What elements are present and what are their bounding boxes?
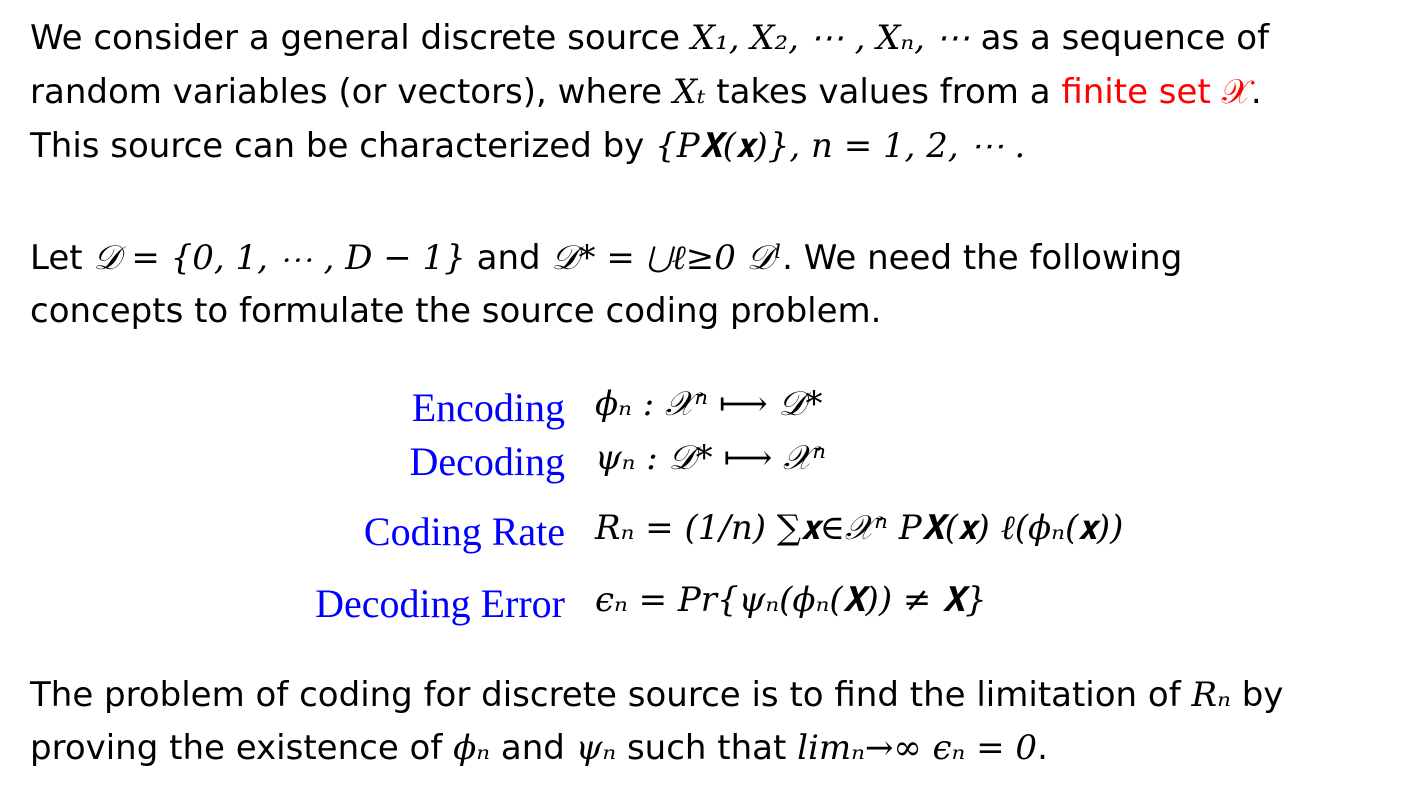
definition-formula: Rₙ = (1/n) ∑𝐱∈𝒳ⁿ P𝐗(𝐱) ℓ(ϕₙ(𝐱)): [595, 508, 1124, 548]
definition-formula: ϵₙ = Pr{ψₙ(ϕₙ(𝐗)) ≠ 𝐗}: [595, 580, 987, 620]
definition-row: Encoding ϕₙ : 𝒳ⁿ ⟼ 𝒟*: [0, 384, 1419, 434]
paragraph1-line2: random variables (or vectors), where Xₜ …: [30, 72, 1262, 112]
math-xt: Xₜ: [672, 72, 706, 112]
paragraph1-line1: We consider a general discrete source X₁…: [30, 18, 1269, 58]
text: The problem of coding for discrete sourc…: [30, 675, 1192, 715]
paragraph3-line1: The problem of coding for discrete sourc…: [30, 675, 1283, 715]
definition-label: Coding Rate: [363, 509, 565, 554]
paragraph2-line1: Let 𝒟 = {0, 1, ⋯ , D − 1} and 𝒟* = ⋃ℓ≥0 …: [30, 238, 1182, 278]
math-limit: limₙ→∞ ϵₙ = 0: [797, 728, 1038, 768]
highlight-finite-set: finite set 𝒳: [1061, 72, 1251, 112]
text: Let: [30, 238, 94, 278]
text: concepts to formulate the source coding …: [30, 291, 882, 331]
definition-row: Decoding ψₙ : 𝒟* ⟼ 𝒳ⁿ: [0, 438, 1419, 488]
text: We consider a general discrete source: [30, 18, 691, 58]
math-phi: ϕₙ: [453, 728, 491, 768]
text: as a sequence of: [969, 18, 1270, 58]
text: .: [1037, 728, 1048, 768]
text: random variables (or vectors), where: [30, 72, 673, 112]
definition-label: Decoding Error: [315, 581, 565, 626]
math-distribution: {P𝐗(𝐱)}, n = 1, 2, ⋯ .: [655, 126, 1026, 166]
text: proving the existence of: [30, 728, 454, 768]
text: by: [1230, 675, 1284, 715]
text: such that: [616, 728, 798, 768]
math-rn: Rₙ: [1191, 675, 1231, 715]
math-source-sequence: X₁, X₂, ⋯ , Xₙ, ⋯: [690, 18, 970, 58]
definition-row: Coding Rate Rₙ = (1/n) ∑𝐱∈𝒳ⁿ P𝐗(𝐱) ℓ(ϕₙ(…: [0, 508, 1419, 558]
paragraph3-line2: proving the existence of ϕₙ and ψₙ such …: [30, 728, 1048, 768]
math-psi: ψₙ: [575, 728, 617, 768]
text: and: [490, 728, 576, 768]
paragraph1-line3: This source can be characterized by {P𝐗(…: [30, 126, 1025, 166]
math-alphabet: 𝒟 = {0, 1, ⋯ , D − 1}: [93, 238, 466, 278]
definition-formula: ψₙ : 𝒟* ⟼ 𝒳ⁿ: [595, 438, 827, 478]
definition-label: Encoding: [411, 385, 565, 430]
math-kleene: 𝒟* = ⋃ℓ≥0 𝒟ˡ: [551, 238, 783, 278]
text: and: [465, 238, 552, 278]
definition-formula: ϕₙ : 𝒳ⁿ ⟼ 𝒟*: [595, 384, 823, 424]
text: . We need the following: [782, 238, 1183, 278]
text: This source can be characterized by: [30, 126, 656, 166]
text: .: [1250, 72, 1262, 112]
definition-row: Decoding Error ϵₙ = Pr{ψₙ(ϕₙ(𝐗)) ≠ 𝐗}: [0, 580, 1419, 630]
paragraph2-line2: concepts to formulate the source coding …: [30, 291, 881, 331]
text: takes values from a: [705, 72, 1062, 112]
definition-label: Decoding: [409, 439, 565, 484]
